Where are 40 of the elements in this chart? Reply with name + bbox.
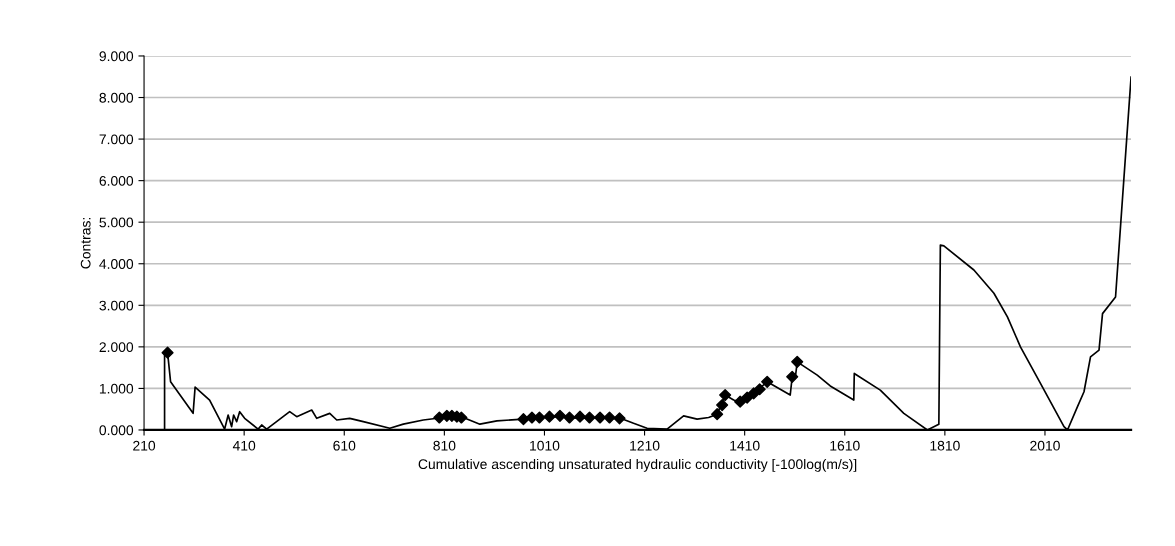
point [603,411,616,424]
point [517,413,530,426]
point [583,411,596,424]
point [613,412,626,425]
point [563,411,576,424]
x-tick-label: 610 [333,440,356,451]
x-tick-label: 810 [433,440,456,451]
y-tick-label: 5.000 [99,217,134,228]
x-tick-label: 410 [232,440,256,451]
point [711,408,724,421]
y-tick-label: 0.000 [99,425,134,436]
point [747,387,760,400]
x-axis-title: Cumulative ascending unsaturated hydraulic conductivity [-100log(m/s)] [418,458,857,472]
y-tick-label: 9.000 [99,51,134,62]
x-tick-label: 1610 [830,440,860,451]
point [753,383,766,396]
y-tick-label: 4.000 [99,259,134,269]
point [786,370,799,383]
point [553,409,567,422]
y-tick-label: 8.000 [99,92,134,103]
y-tick-label: 3.000 [99,300,134,311]
point [791,355,804,368]
point [761,375,774,388]
x-tick-label: 210 [133,440,156,451]
point [161,346,174,359]
x-tick-label: 1410 [730,440,760,451]
point [719,388,732,402]
x-tick-label: 1210 [630,440,660,451]
point [716,398,729,412]
y-tick-label: 2.000 [99,342,134,353]
point [734,395,747,408]
y-axis-title: Contras: [80,217,91,269]
point [573,410,587,423]
y-tick-label: 6.000 [99,175,134,186]
x-tick-label: 2010 [1030,440,1060,451]
x-tick-label: 1010 [530,440,560,451]
y-tick-label: 7.000 [99,134,134,145]
y-tick-label: 1.000 [99,383,134,394]
x-tick-label: 1810 [930,440,960,451]
point [543,410,556,423]
